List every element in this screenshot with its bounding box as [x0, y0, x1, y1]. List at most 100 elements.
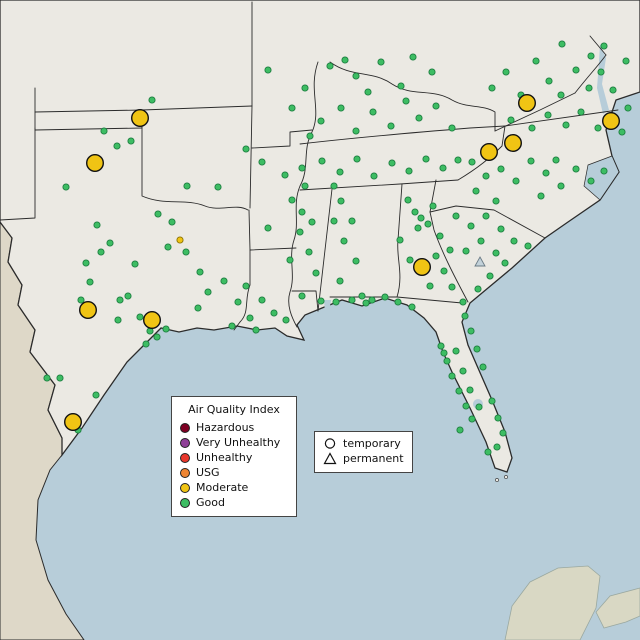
good-station-marker: [488, 397, 496, 405]
good-station-marker: [484, 448, 492, 456]
good-station-marker: [92, 391, 100, 399]
good-station-marker: [502, 68, 510, 76]
good-station-marker: [348, 296, 356, 304]
aqi-legend-item-good: Good: [180, 495, 288, 510]
good-station-marker: [443, 357, 451, 365]
yucatan-landmass: [504, 565, 601, 640]
aqi-legend: Air Quality Index Hazardous Very Unhealth…: [171, 396, 297, 517]
good-station-marker: [298, 164, 306, 172]
good-station-marker: [557, 91, 565, 99]
good-station-marker: [93, 221, 101, 229]
good-station-marker: [182, 248, 190, 256]
moderate-station-marker: [504, 133, 523, 152]
good-station-marker: [467, 327, 475, 335]
good-station-marker: [440, 349, 448, 357]
moderate-station-marker: [63, 413, 82, 432]
aqi-color-swatch: [180, 467, 190, 478]
good-station-marker: [153, 333, 161, 341]
good-station-marker: [428, 68, 436, 76]
triangle-symbol-icon: [323, 452, 337, 465]
good-station-marker: [162, 325, 170, 333]
good-station-marker: [405, 167, 413, 175]
good-station-marker: [264, 66, 272, 74]
good-station-marker: [572, 66, 580, 74]
aqi-legend-label: Good: [196, 496, 225, 509]
good-station-marker: [246, 314, 254, 322]
good-station-marker: [440, 267, 448, 275]
good-station-marker: [106, 239, 114, 247]
moderate-station-marker-small: [176, 236, 184, 244]
good-station-marker: [402, 97, 410, 105]
good-station-marker: [164, 243, 172, 251]
good-station-marker: [462, 402, 470, 410]
good-station-marker: [281, 171, 289, 179]
good-station-marker: [436, 232, 444, 240]
good-station-marker: [242, 282, 250, 290]
good-station-marker: [432, 102, 440, 110]
aqi-color-swatch: [180, 497, 190, 508]
good-station-marker: [142, 340, 150, 348]
good-station-marker: [127, 137, 135, 145]
good-station-marker: [258, 296, 266, 304]
good-station-marker: [486, 272, 494, 280]
good-station-marker: [370, 172, 378, 180]
good-station-marker: [362, 299, 370, 307]
good-station-marker: [475, 403, 483, 411]
good-station-marker: [437, 342, 445, 350]
good-station-marker: [479, 363, 487, 371]
good-station-marker: [494, 414, 502, 422]
good-station-marker: [388, 159, 396, 167]
good-station-marker: [154, 210, 162, 218]
good-station-marker: [572, 165, 580, 173]
good-station-marker: [326, 62, 334, 70]
good-station-marker: [439, 164, 447, 172]
symbol-legend-item-temporary: temporary: [323, 436, 404, 451]
good-station-marker: [577, 108, 585, 116]
moderate-station-marker: [85, 153, 104, 172]
good-station-marker: [100, 127, 108, 135]
good-station-marker: [600, 167, 608, 175]
symbol-legend-label: temporary: [343, 437, 401, 450]
good-station-marker: [364, 88, 372, 96]
aqi-legend-item-usg: USG: [180, 465, 288, 480]
good-station-marker: [456, 426, 464, 434]
good-station-marker: [353, 155, 361, 163]
symbol-legend-item-permanent: permanent: [323, 451, 404, 466]
good-station-marker: [348, 217, 356, 225]
good-station-marker: [545, 77, 553, 85]
good-station-marker: [528, 124, 536, 132]
good-station-marker: [482, 212, 490, 220]
good-station-marker: [337, 104, 345, 112]
good-station-marker: [301, 84, 309, 92]
aqi-legend-item-unhealthy: Unhealthy: [180, 450, 288, 465]
good-station-marker: [446, 246, 454, 254]
good-station-marker: [497, 225, 505, 233]
good-station-marker: [544, 111, 552, 119]
good-station-marker: [482, 172, 490, 180]
aqi-legend-label: Very Unhealthy: [196, 436, 281, 449]
good-station-marker: [409, 53, 417, 61]
moderate-station-marker: [602, 111, 621, 130]
good-station-marker: [609, 86, 617, 94]
moderate-station-marker: [78, 301, 97, 320]
good-station-marker: [296, 228, 304, 236]
station-marker-layer: [43, 40, 632, 456]
good-station-marker: [330, 217, 338, 225]
aqi-legend-item-hazardous: Hazardous: [180, 420, 288, 435]
good-station-marker: [124, 292, 132, 300]
good-station-marker: [512, 177, 520, 185]
good-station-marker: [426, 282, 434, 290]
good-station-marker: [622, 57, 630, 65]
good-station-marker: [282, 316, 290, 324]
good-station-marker: [552, 156, 560, 164]
good-station-marker: [62, 183, 70, 191]
good-station-marker: [448, 283, 456, 291]
good-station-marker: [524, 242, 532, 250]
good-station-marker: [352, 127, 360, 135]
good-station-marker: [477, 237, 485, 245]
chesapeake-bay: [597, 44, 609, 114]
aqi-color-swatch: [180, 422, 190, 433]
good-station-marker: [336, 168, 344, 176]
good-station-marker: [214, 183, 222, 191]
